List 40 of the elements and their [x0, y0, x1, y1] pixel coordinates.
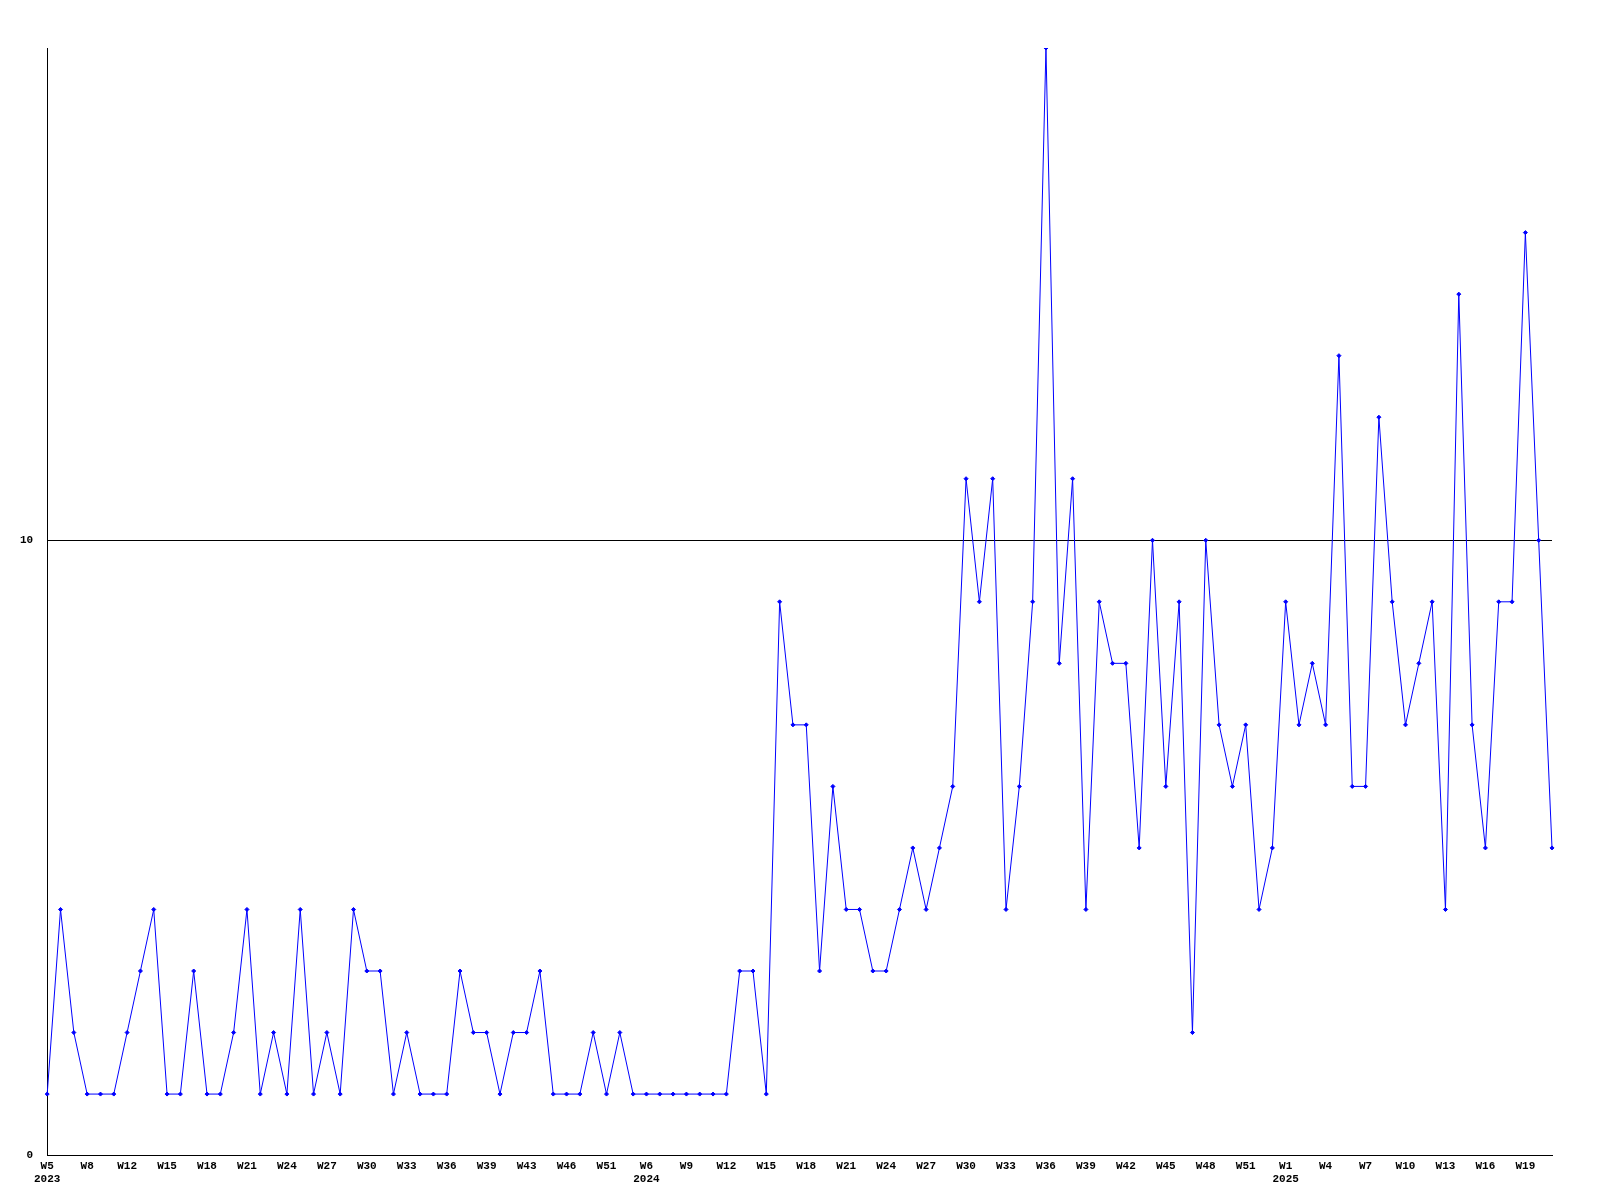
x-tick-label: W24: [277, 1159, 298, 1172]
x-tick-label: W7: [1358, 1159, 1373, 1172]
y-tick-label: 10: [20, 534, 34, 547]
x-tick-label: W16: [1475, 1159, 1496, 1172]
x-tick-label: W42: [1115, 1159, 1136, 1172]
x-tick-label: W33: [396, 1159, 418, 1172]
x-tick-label: W5 2023: [34, 1159, 61, 1186]
x-tick-label: W21: [836, 1159, 857, 1172]
x-tick-label: W27: [916, 1159, 937, 1172]
x-tick-label: W9: [679, 1159, 694, 1172]
x-tick-label: W30: [356, 1159, 377, 1172]
x-tick-label: W33: [996, 1159, 1017, 1172]
x-tick-label: W43: [516, 1159, 537, 1172]
x-tick-label: W48: [1195, 1159, 1217, 1172]
x-tick-label: W21: [237, 1159, 258, 1172]
x-tick-label: W45: [1155, 1159, 1177, 1172]
x-tick-label: W51: [1235, 1159, 1257, 1172]
x-tick-label: W13: [1435, 1159, 1456, 1172]
x-tick-label: W15: [157, 1159, 178, 1172]
x-tick-label: W51: [596, 1159, 617, 1172]
x-tick-label: W36: [1036, 1159, 1056, 1172]
x-tick-label: W36: [436, 1159, 457, 1172]
x-tick-label: W46: [556, 1159, 577, 1172]
x-tick-label: W39: [1076, 1159, 1096, 1172]
x-tick-label: W39: [476, 1159, 497, 1172]
x-tick-label: W12: [117, 1159, 138, 1172]
x-tick-label: W24: [876, 1159, 897, 1172]
x-tick-label: W18: [796, 1159, 817, 1172]
x-tick-label: W27: [316, 1159, 337, 1172]
x-tick-label: W8: [80, 1159, 95, 1172]
x-tick-label: W15: [756, 1159, 777, 1172]
x-tick-label: W18: [197, 1159, 218, 1172]
y-tick-label: 0: [26, 1149, 34, 1162]
x-tick-label: W30: [956, 1159, 976, 1172]
x-tick-label: W10: [1395, 1159, 1416, 1172]
x-tick-label: W19: [1515, 1159, 1536, 1172]
x-tick-label: W6 2024: [633, 1159, 661, 1186]
x-tick-label: W12: [716, 1159, 737, 1172]
x-tick-label: W1 2025: [1272, 1159, 1300, 1186]
x-tick-label: W4: [1319, 1159, 1333, 1172]
